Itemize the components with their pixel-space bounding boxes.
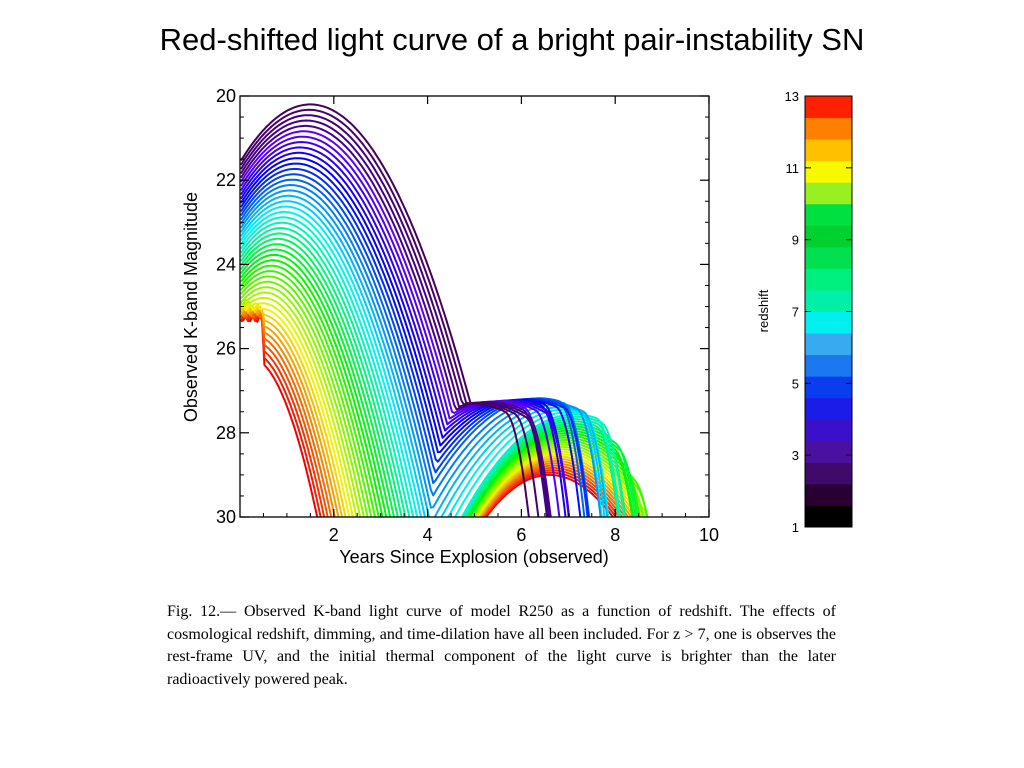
y-tick-label: 26 [216,339,236,359]
colorbar-segment [805,483,852,506]
x-tick-label: 4 [423,525,433,545]
colorbar-tick-label: 11 [786,161,800,176]
light-curve-series [240,108,540,517]
colorbar-segment [805,182,852,205]
x-tick-label: 6 [516,525,526,545]
light-curve-series [240,216,621,517]
light-curve-series [240,243,637,517]
light-curve-series [240,124,548,517]
light-curve-series [240,302,642,517]
y-tick-label: 28 [216,423,236,443]
colorbar-tick-label: 13 [785,89,799,104]
colorbar-segment [805,139,852,162]
colorbar-segment [805,462,852,485]
y-tick-label: 22 [216,170,236,190]
light-curve-series [240,237,627,517]
colorbar-segment [805,333,852,356]
colorbar-tick-label: 9 [792,233,799,248]
light-curve-series [240,141,570,517]
light-curve-series [240,232,620,517]
light-curve-series [240,173,589,517]
colorbar-segment [805,311,852,334]
light-curve-series [240,205,603,517]
colorbar-segment [805,268,852,291]
colorbar-segment [805,397,852,420]
light-curve-series [240,264,641,517]
figure-caption: Fig. 12.— Observed K-band light curve of… [167,603,836,688]
colorbar-tick-label: 1 [792,520,799,535]
colorbar-segment [805,160,852,183]
light-curves [240,103,649,517]
x-tick-label: 8 [610,525,620,545]
colorbar-segment [805,419,852,442]
colorbar-segment [805,376,852,399]
y-tick-label: 30 [216,507,236,527]
colorbar-segment [805,225,852,248]
colorbar-label: redshift [756,289,771,332]
light-curve-series [240,304,639,517]
colorbar-segment [805,96,852,119]
y-axis-label: Observed K-band Magnitude [181,192,201,422]
colorbar-segment [805,203,852,226]
light-curve-series [240,301,644,517]
slide-title: Red-shifted light curve of a bright pair… [159,22,865,57]
light-curve-series [240,135,561,517]
colorbar-segment [805,354,852,377]
light-curve-series [240,103,530,517]
colorbar-segment [805,440,852,463]
light-curve-series [240,114,550,517]
light-curve-series [240,311,624,517]
colorbar-segment [805,117,852,140]
y-tick-label: 24 [216,254,236,274]
x-tick-label: 10 [699,525,719,545]
colorbar-tick-label: 7 [792,305,799,320]
colorbar-tick-label: 3 [792,448,799,463]
light-curve-series [240,312,621,517]
light-curve-series [240,296,647,517]
colorbar-tick-label: 5 [792,376,799,391]
x-tick-label: 2 [329,525,339,545]
y-tick-label: 20 [216,86,236,106]
light-curve-series [240,194,609,517]
x-axis-label: Years Since Explosion (observed) [339,547,608,567]
light-curve-series [240,227,622,517]
colorbar-segment [805,246,852,269]
light-curve-series [240,248,639,517]
colorbar-segment [805,505,852,528]
colorbar-segment [805,289,852,312]
light-curve-series [240,309,627,517]
light-curve-series [240,119,552,517]
